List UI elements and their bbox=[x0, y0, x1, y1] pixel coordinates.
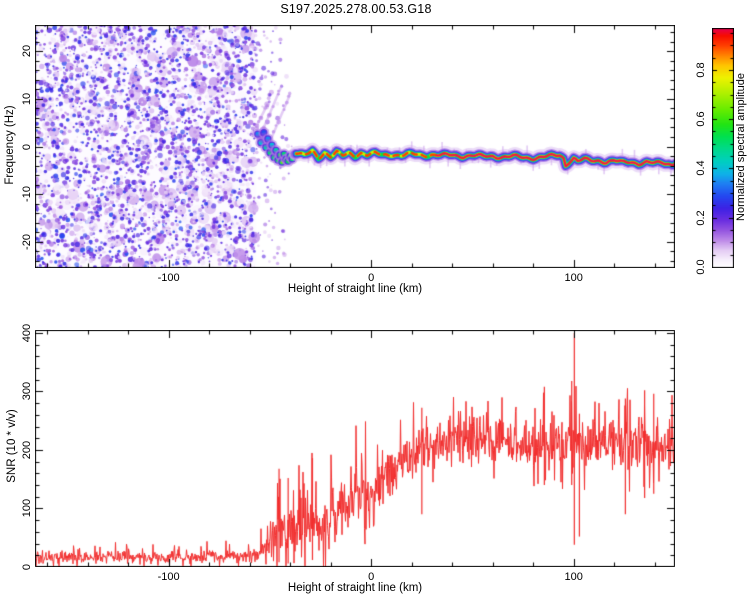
snr-y-tick-label: 200 bbox=[21, 440, 33, 460]
snr-x-tick-label: 0 bbox=[368, 571, 375, 583]
figure-title: S197.2025.278.00.53.G18 bbox=[280, 2, 432, 16]
spectrogram-x-tick-label: 100 bbox=[564, 272, 583, 284]
colorbar-tick-label: 0.8 bbox=[695, 62, 707, 78]
spectrogram-x-tick-label: 0 bbox=[368, 272, 375, 284]
spectrogram-canvas bbox=[35, 25, 675, 268]
spectrogram-y-tick-label: 20 bbox=[21, 45, 33, 58]
spectrogram-x-tick-label: -100 bbox=[157, 272, 180, 284]
snr-y-tick-label: 100 bbox=[21, 499, 33, 518]
snr-x-tick-label: 100 bbox=[564, 571, 583, 583]
snr-y-tick-label: 300 bbox=[21, 382, 33, 401]
snr-y-tick-label: 400 bbox=[21, 323, 33, 343]
snr-y-tick-label: 0 bbox=[21, 563, 33, 571]
spectrogram-y-axis-title: Frequency (Hz) bbox=[4, 105, 16, 185]
colorbar-canvas bbox=[712, 28, 734, 268]
colorbar-title: Normalized spectral amplitude bbox=[735, 73, 747, 221]
spectrogram-x-axis-title: Height of straight line (km) bbox=[287, 283, 423, 295]
snr-y-axis-title: SNR (10 * v/v) bbox=[6, 409, 18, 483]
snr-x-axis-title: Height of straight line (km) bbox=[287, 582, 423, 594]
snr-plot-canvas bbox=[35, 330, 675, 567]
snr-x-tick-label: -100 bbox=[157, 571, 180, 583]
